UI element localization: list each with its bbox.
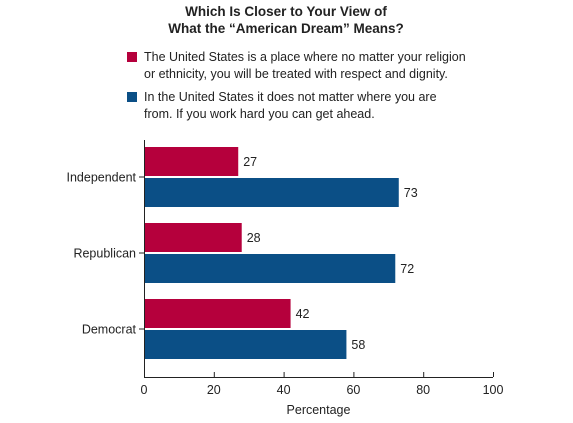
legend-swatch [127,52,137,62]
x-tick-label: 40 [277,383,291,397]
bar [144,299,291,328]
bar [144,223,242,252]
x-tick-label: 80 [416,383,430,397]
bar [144,330,347,359]
chart-title: Which Is Closer to Your View of What the … [168,4,404,36]
chart-title-line: Which Is Closer to Your View of [185,4,387,19]
legend-label-line: In the United States it does not matter … [144,90,437,104]
x-axis-title: Percentage [287,403,351,417]
legend-label-line: from. If you work hard you can get ahead… [144,107,375,121]
x-tick-label: 0 [141,383,148,397]
data-label: 73 [404,186,418,200]
legend-label-line: The United States is a place where no ma… [144,50,466,64]
bar [144,254,396,283]
data-label: 27 [243,155,257,169]
plot-area: 27 73 28 72 42 58 [144,147,418,359]
category-label: Republican [73,247,136,261]
legend: The United States is a place where no ma… [127,50,466,121]
category-label: Democrat [82,323,137,337]
bar [144,147,239,176]
data-label: 72 [400,262,414,276]
legend-swatch [127,92,137,102]
x-tick-label: 100 [483,383,504,397]
x-tick-label: 60 [346,383,360,397]
data-label: 58 [351,338,365,352]
chart-title-line: What the “American Dream” Means? [168,21,404,36]
legend-label-line: or ethnicity, you will be treated with r… [144,67,448,81]
x-tick-label: 20 [207,383,221,397]
data-label: 42 [296,307,310,321]
bar [144,178,399,207]
category-label: Independent [66,171,136,185]
x-axis: Independent Republican Democrat 0 20 40 60 80 10… [66,140,503,417]
data-label: 28 [247,231,261,245]
